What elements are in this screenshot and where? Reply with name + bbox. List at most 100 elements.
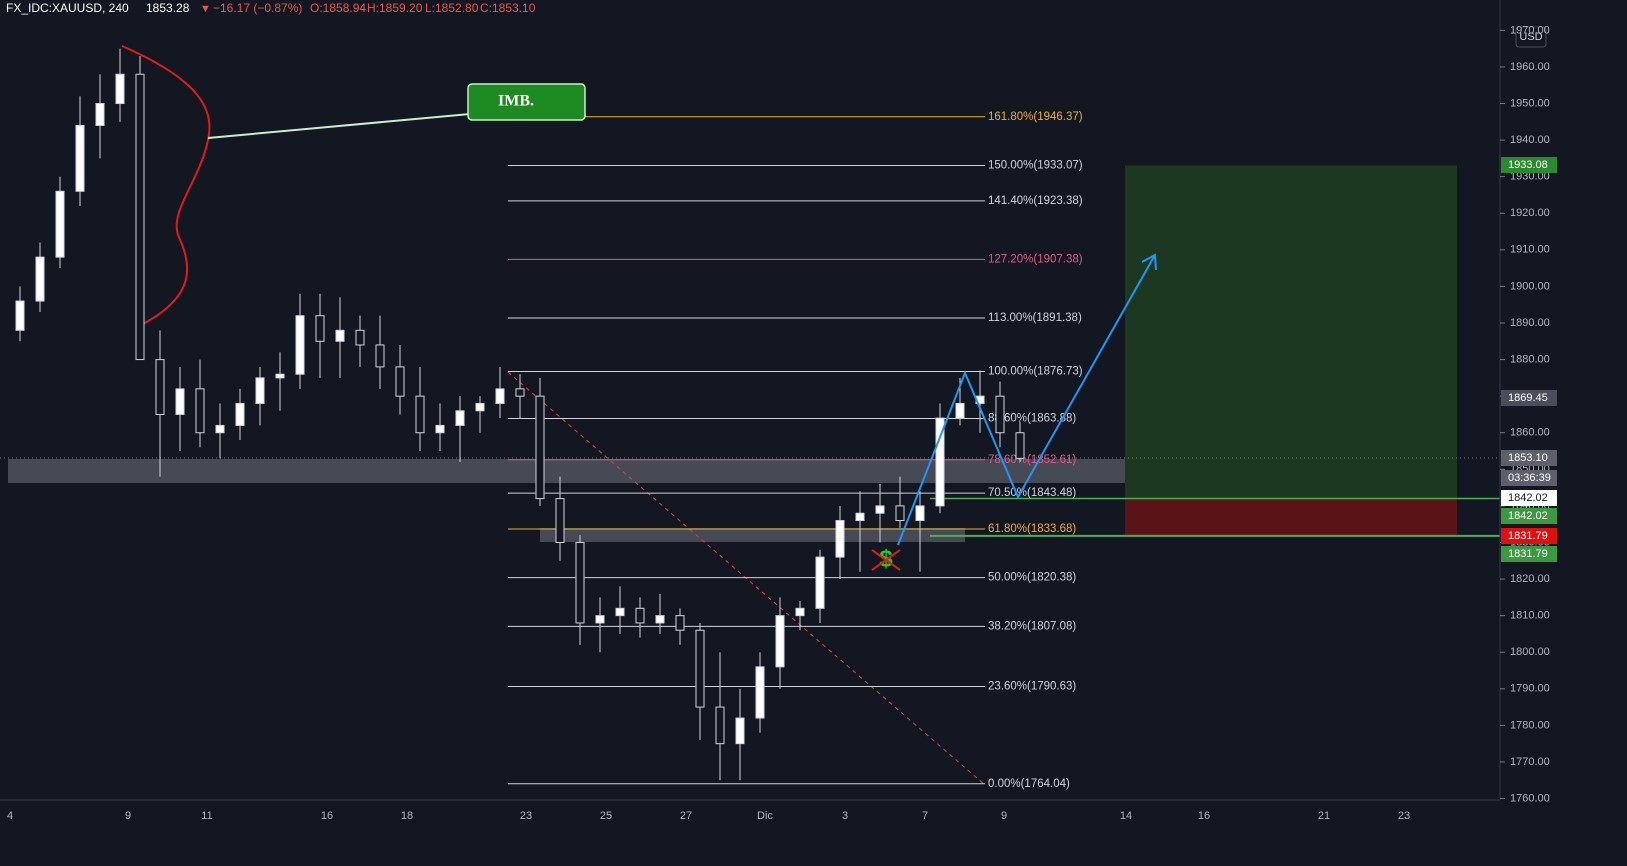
price-label-bg [1501,390,1557,406]
y-tick-label: 1890.00 [1510,317,1550,329]
header: FX_IDC:XAUUSD, 240 1853.28 ▼ −16.17 (−0.… [6,1,536,15]
candle-body [155,359,165,415]
countdown-bg [1501,470,1557,486]
price-label-bg [1501,450,1557,466]
x-tick-label: 25 [600,810,612,822]
candle-body [295,315,305,375]
y-tick-label: 1900.00 [1510,280,1550,292]
price-label: 1842.02 [1508,510,1548,522]
candle-body [275,373,285,379]
ohlc-close: C:1853.10 [480,1,536,15]
x-tick-label: Dic [757,810,773,822]
candle-body [415,395,425,434]
candle-body [235,402,245,426]
price-label: 1869.45 [1508,392,1548,404]
candle-body [655,615,665,624]
imbalance-curve [121,45,211,328]
fib-label: 161.80%(1946.37) [988,111,1083,123]
candle-body [475,402,485,412]
candle-body [215,424,225,434]
fib-label: 150.00%(1933.07) [988,159,1083,171]
candle-body [535,395,545,500]
y-tick-label: 1960.00 [1510,61,1550,73]
y-tick-label: 1760.00 [1510,792,1550,804]
candle-body [995,395,1005,434]
candle-body [915,505,925,522]
candle-body [695,629,705,708]
x-tick-label: 16 [321,810,333,822]
fib-label: 78.60%(1852.61) [988,454,1076,466]
fib-label: 127.20%(1907.38) [988,253,1083,265]
imbalance-pointer [207,113,471,139]
candle-body [95,103,105,126]
y-tick-label: 1920.00 [1510,207,1550,219]
x-tick-label: 4 [7,810,13,822]
candle-body [255,377,265,404]
y-tick-label: 1860.00 [1510,427,1550,439]
fib-label: 70.50%(1843.48) [988,487,1076,499]
countdown: 03:36:39 [1508,472,1551,484]
candle-body [135,73,145,361]
candle-body [595,615,605,624]
candle-body [495,388,505,404]
candle-body [315,315,325,342]
overlay: $ IMB. [467,83,1157,572]
projection-arrowhead [1141,253,1157,271]
candle-body [795,607,805,617]
y-tick-label: 1950.00 [1510,97,1550,109]
x-tick-label: 16 [1198,810,1210,822]
y-tick-label: 1770.00 [1510,756,1550,768]
y-tick-label: 1780.00 [1510,719,1550,731]
price-label-bg [1501,157,1557,173]
x-tick-label: 27 [680,810,692,822]
projection-path [897,254,1156,546]
x-tick-label: 9 [125,810,131,822]
candle-body [435,424,445,434]
y-tick-label: 1810.00 [1510,610,1550,622]
y-tick-label: 1910.00 [1510,244,1550,256]
price-label-bg [1501,508,1557,524]
x-tick-label: 18 [401,810,413,822]
x-tick-label: 3 [842,810,848,822]
supply-zone [8,459,1125,483]
candle-body [55,190,65,258]
candle-body [1015,432,1025,459]
price-label: 1831.79 [1508,530,1548,542]
y-tick-label: 1790.00 [1510,683,1550,695]
fib-label: 23.60%(1790.63) [988,681,1076,693]
fib-label: 61.80%(1833.68) [988,523,1076,535]
fib-trendline [507,371,986,786]
change-arrow: ▼ [200,3,211,15]
price-label: 1853.10 [1508,452,1548,464]
candle-body [755,666,765,719]
plot: 161.80%(1946.37) 150.00%(1933.07) 141.40%(… [15,48,1083,790]
candle-body [955,402,965,419]
x-tick-label: 23 [520,810,532,822]
candle-body [855,512,865,522]
target-zone [1125,165,1457,499]
fib-label: 113.00%(1891.38) [988,312,1082,324]
price-label: 1842.02 [1508,492,1548,504]
y-tick-label: 1940.00 [1510,134,1550,146]
candle-body [575,541,585,624]
candle-body [735,717,745,745]
candle-body [335,329,345,342]
price-label-bg [1501,528,1557,544]
ohlc-open: O:1858.94 [310,1,366,15]
y-tick-label: 1880.00 [1510,353,1550,365]
candle-body [395,366,405,397]
price-label-bg [1501,490,1557,506]
x-tick-label: 23 [1398,810,1410,822]
price-label: 1831.79 [1508,548,1548,560]
x-tick-label: 21 [1318,810,1330,822]
ohlc-low: L:1852.80 [425,1,479,15]
demand-zone [540,528,965,542]
fib-label: 50.00%(1820.38) [988,572,1076,584]
candle-body [935,417,945,507]
fib-label: 88.60%(1863.88) [988,413,1076,425]
candle-body [715,706,725,745]
candle-body [895,505,905,522]
price-label-bg [1501,546,1557,562]
